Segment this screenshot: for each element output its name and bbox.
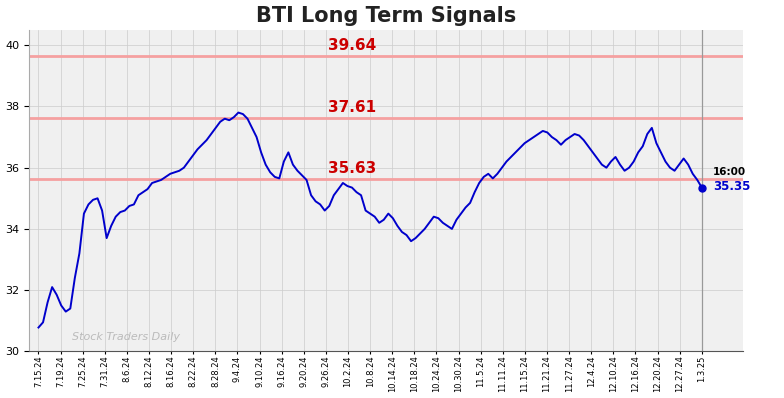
Text: 16:00: 16:00: [713, 167, 746, 177]
Title: BTI Long Term Signals: BTI Long Term Signals: [256, 6, 516, 25]
Text: 35.35: 35.35: [713, 179, 750, 193]
Text: 37.61: 37.61: [328, 100, 376, 115]
Text: Stock Traders Daily: Stock Traders Daily: [72, 332, 180, 342]
Text: 39.64: 39.64: [328, 38, 376, 53]
Text: 35.63: 35.63: [328, 161, 376, 176]
